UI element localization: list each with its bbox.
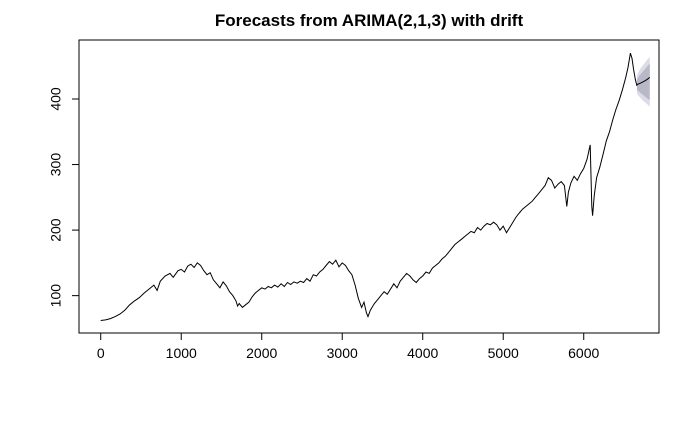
y-tick-label: 200	[48, 218, 64, 242]
x-tick-label: 3000	[327, 345, 358, 361]
x-tick-label: 6000	[568, 345, 599, 361]
y-axis: 100 200 300 400	[48, 87, 80, 308]
chart-title: Forecasts from ARIMA(2,1,3) with drift	[215, 11, 524, 30]
series-layer	[100, 52, 651, 321]
x-tick-label: 0	[97, 345, 105, 361]
forecast-line	[636, 77, 651, 86]
x-axis: 0 1000 2000 3000 4000 5000 6000	[97, 332, 600, 361]
y-tick-label: 300	[48, 153, 64, 177]
x-tick-label: 1000	[166, 345, 197, 361]
y-tick-label: 400	[48, 87, 64, 111]
x-tick-label: 5000	[488, 345, 519, 361]
observed-series-line	[100, 52, 638, 321]
y-tick-label: 100	[48, 284, 64, 308]
plot-frame	[78, 39, 660, 334]
x-tick-label: 4000	[407, 345, 438, 361]
x-tick-label: 2000	[246, 345, 277, 361]
